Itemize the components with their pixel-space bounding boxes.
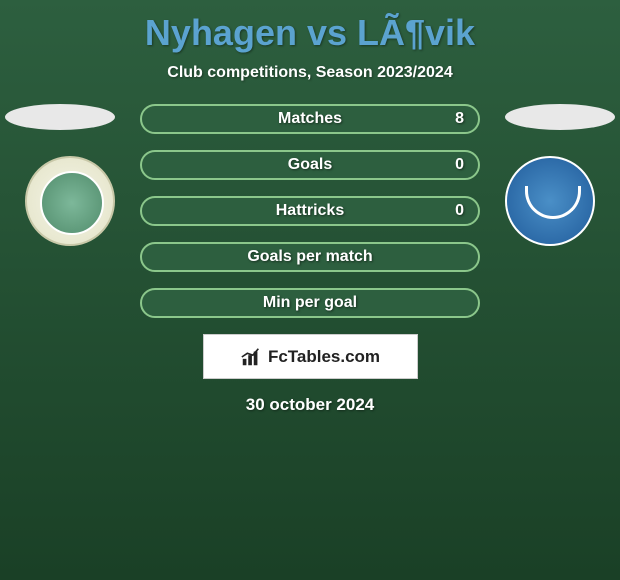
team-badge-right xyxy=(505,156,595,246)
subtitle: Club competitions, Season 2023/2024 xyxy=(0,64,620,82)
stat-right-value: 8 xyxy=(455,110,464,128)
stat-row-min-per-goal: Min per goal xyxy=(140,288,480,318)
stat-row-goals: Goals 0 xyxy=(140,150,480,180)
logo-text: FcTables.com xyxy=(268,347,380,367)
player-name-oval-left xyxy=(5,104,115,130)
stat-label: Goals per match xyxy=(247,248,372,266)
team-badge-left xyxy=(25,156,115,246)
stat-right-value: 0 xyxy=(455,202,464,220)
stats-container: Matches 8 Goals 0 Hattricks 0 Goals per … xyxy=(140,104,480,318)
stat-row-hattricks: Hattricks 0 xyxy=(140,196,480,226)
stat-right-value: 0 xyxy=(455,156,464,174)
stat-label: Goals xyxy=(288,156,332,174)
source-logo-box: FcTables.com xyxy=(203,334,418,379)
main-area: Matches 8 Goals 0 Hattricks 0 Goals per … xyxy=(0,104,620,415)
page-title: Nyhagen vs LÃ¶vik xyxy=(0,0,620,54)
stat-row-matches: Matches 8 xyxy=(140,104,480,134)
stat-label: Matches xyxy=(278,110,342,128)
source-logo: FcTables.com xyxy=(240,346,380,368)
stat-label: Hattricks xyxy=(276,202,344,220)
date-text: 30 october 2024 xyxy=(0,395,620,415)
chart-icon xyxy=(240,346,262,368)
stat-label: Min per goal xyxy=(263,294,357,312)
stat-row-goals-per-match: Goals per match xyxy=(140,242,480,272)
player-name-oval-right xyxy=(505,104,615,130)
